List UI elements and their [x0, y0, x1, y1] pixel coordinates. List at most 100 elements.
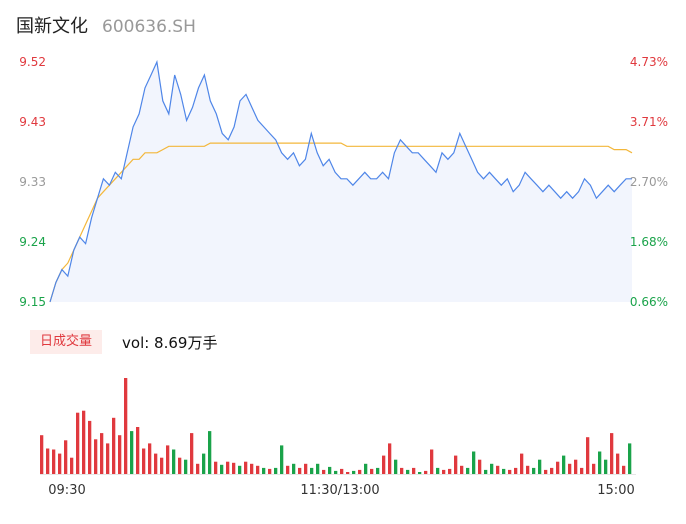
volume-bar [544, 469, 548, 474]
volume-bar [64, 440, 68, 474]
volume-bar [316, 463, 320, 474]
volume-bar [292, 463, 296, 474]
volume-bar [220, 464, 224, 474]
volume-bar [166, 445, 170, 474]
volume-bar [172, 449, 176, 474]
y-tick-label-right: 4.73% [630, 55, 668, 69]
volume-bar [478, 459, 482, 474]
price-panel [49, 59, 633, 303]
volume-bar [442, 469, 446, 474]
volume-bar [550, 467, 554, 474]
volume-bar [94, 439, 98, 474]
volume-bar [484, 469, 488, 474]
volume-bar [454, 455, 458, 474]
volume-bar [346, 472, 350, 474]
y-tick-label-right: 2.70% [630, 175, 668, 189]
volume-bar [376, 467, 380, 474]
volume-bar [112, 417, 116, 474]
volume-bar [238, 465, 242, 474]
volume-bar [286, 465, 290, 474]
volume-bar [472, 451, 476, 474]
volume-bar [364, 463, 368, 474]
volume-bar [46, 448, 50, 474]
volume-bar [142, 448, 146, 474]
volume-badge: 日成交量 [30, 330, 103, 354]
x-tick-label: 15:00 [597, 483, 634, 498]
volume-bar [430, 449, 434, 474]
volume-bar [412, 467, 416, 474]
y-tick-label-left: 9.15 [19, 295, 46, 309]
volume-bar [496, 465, 500, 474]
volume-bar [586, 437, 590, 474]
volume-bar [514, 467, 518, 474]
volume-bar [328, 466, 332, 474]
volume-bar [526, 465, 530, 474]
volume-label: vol: 8.69万手 [122, 333, 218, 352]
volume-bar [598, 451, 602, 474]
volume-bar [352, 470, 356, 474]
volume-bar [160, 457, 164, 474]
volume-bar [52, 449, 56, 474]
volume-bar [130, 431, 134, 474]
volume-bar [568, 463, 572, 474]
volume-bar [394, 459, 398, 474]
volume-bar [622, 465, 626, 474]
x-tick-label: 09:30 [48, 483, 85, 498]
price-area [50, 62, 632, 302]
volume-bar [82, 410, 86, 474]
volume-bar [574, 459, 578, 474]
volume-panel [40, 378, 636, 475]
volume-bar [490, 463, 494, 474]
volume-bar [520, 453, 524, 474]
volume-bar [370, 468, 374, 474]
volume-bar [628, 443, 632, 474]
stock-code: 600636.SH [102, 17, 196, 37]
y-tick-label-left: 9.52 [19, 55, 46, 69]
volume-bar [610, 433, 614, 474]
volume-bar [418, 472, 422, 474]
volume-bar [508, 469, 512, 474]
x-tick-label: 11:30/13:00 [300, 483, 379, 498]
volume-bar [604, 459, 608, 474]
volume-bar [184, 459, 188, 474]
volume-bar [310, 467, 314, 474]
stock-header: 国新文化 600636.SH [16, 12, 196, 40]
volume-bar [400, 467, 404, 474]
volume-bar [334, 470, 338, 474]
volume-bar [100, 433, 104, 474]
volume-bar [502, 468, 506, 474]
volume-bar [256, 465, 260, 474]
volume-bar [382, 455, 386, 474]
volume-bar [406, 469, 410, 474]
volume-bar [70, 457, 74, 474]
average-price-line [49, 142, 633, 303]
volume-bar [118, 435, 122, 474]
volume-bar [358, 469, 362, 474]
volume-bar [148, 443, 152, 474]
volume-bar [178, 457, 182, 474]
volume-bar [466, 467, 470, 474]
volume-bar [76, 412, 80, 474]
volume-bar [322, 469, 326, 474]
stock-name: 国新文化 [16, 16, 88, 37]
volume-bar [250, 463, 254, 474]
volume-bar [298, 467, 302, 474]
volume-bar [262, 467, 266, 474]
volume-bar [226, 461, 230, 474]
volume-bar [106, 443, 110, 474]
y-tick-label-left: 9.33 [19, 175, 46, 189]
y-tick-label-left: 9.43 [19, 115, 46, 129]
axis-labels: 9.52 9.43 9.33 9.24 9.15 4.73% 3.71% 2.70% 1.68%… [19, 55, 668, 498]
volume-bar [448, 468, 452, 474]
volume-bar [136, 427, 140, 474]
volume-bar [274, 467, 278, 474]
price-line [49, 59, 632, 303]
volume-bar [154, 453, 158, 474]
volume-bar [208, 431, 212, 474]
y-tick-label-left: 9.24 [19, 235, 46, 249]
volume-bar [196, 463, 200, 474]
volume-bar [538, 459, 542, 474]
volume-bar [340, 468, 344, 474]
volume-bar [232, 462, 236, 474]
